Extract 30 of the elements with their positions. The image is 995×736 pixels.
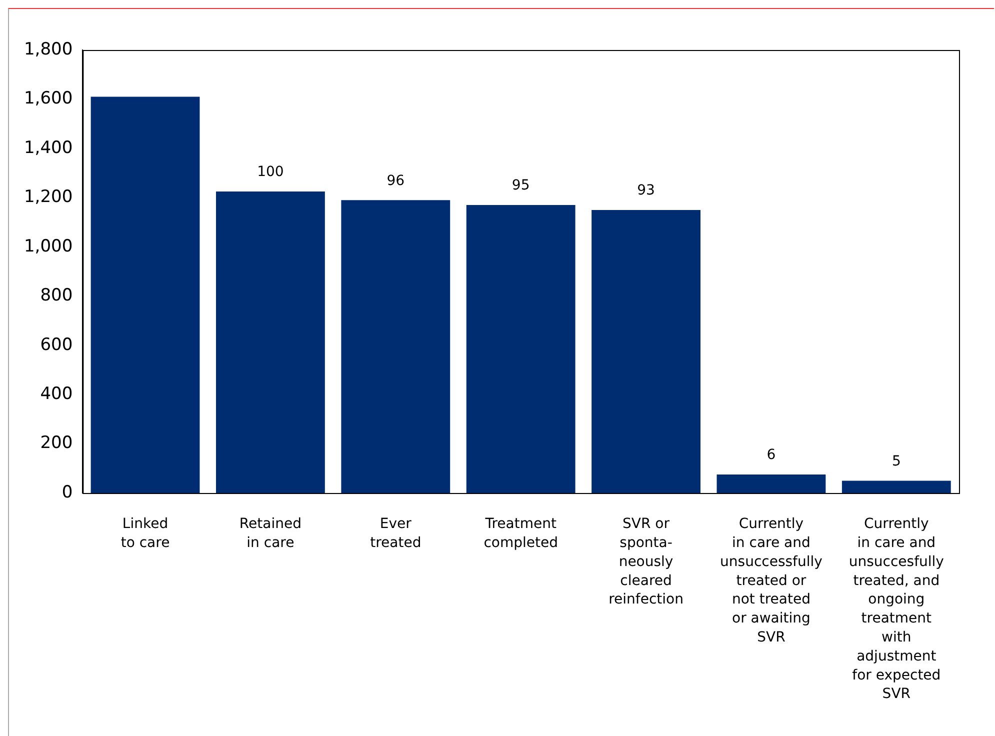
y-tick-label: 600 xyxy=(40,334,73,355)
y-tick-label: 0 xyxy=(62,482,73,502)
y-tick-label: 1,200 xyxy=(24,187,73,208)
y-tick-label: 200 xyxy=(40,433,73,454)
bar xyxy=(716,474,826,493)
y-tick-label: 800 xyxy=(40,286,73,306)
x-tick-label: Currently in care and unsuccessfully treated or not treated or awaiting SVR xyxy=(720,516,822,646)
y-tick-label: 1,000 xyxy=(24,236,73,256)
x-tick-label: Treatment completed xyxy=(484,516,558,551)
bar xyxy=(216,192,325,493)
annotation: 93 xyxy=(637,182,655,199)
bar xyxy=(90,96,200,493)
x-tick-label: SVR or sponta- neously cleared reinfection xyxy=(608,516,684,608)
x-tick-label: Retained in care xyxy=(239,516,302,551)
bar xyxy=(341,200,450,493)
annotation: 95 xyxy=(512,178,530,194)
y-tick-label: 1,600 xyxy=(24,88,73,109)
category-label: Currently in care and unsuccesfully treated, and ongoing treatment with adjustment for expected SVR xyxy=(848,516,944,702)
annotation: 100 xyxy=(257,164,284,180)
y-tick-label: 1,800 xyxy=(24,39,73,60)
y-tick-label: 400 xyxy=(40,384,73,404)
bar xyxy=(466,205,576,493)
annotation: 6 xyxy=(766,447,776,464)
x-tick-label: Linked to care xyxy=(120,516,170,551)
annotation: 5 xyxy=(892,453,901,470)
y-tick-label: 1,400 xyxy=(24,138,73,158)
bar xyxy=(842,480,951,493)
annotation: 96 xyxy=(386,172,405,189)
bar xyxy=(592,210,700,493)
x-tick-label: Ever treated xyxy=(370,516,422,551)
